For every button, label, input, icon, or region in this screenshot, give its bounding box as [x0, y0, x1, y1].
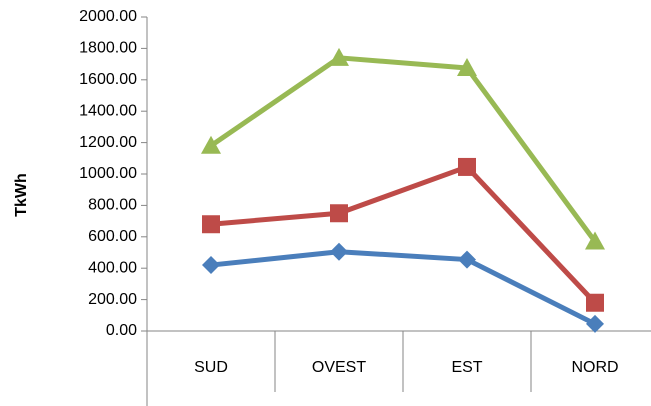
- series-line: [209, 55, 598, 243]
- x-tick-label: EST: [451, 359, 482, 376]
- series-line: [210, 164, 597, 305]
- marker: [585, 231, 605, 250]
- y-tick-label: 0.00: [106, 322, 137, 339]
- y-axis-title: TkWh: [13, 173, 30, 217]
- y-tick-label: 800.00: [88, 197, 137, 214]
- marker: [329, 47, 349, 66]
- y-tick-label: 1200.00: [79, 134, 137, 151]
- x-tick-label: SUD: [194, 359, 228, 376]
- marker: [586, 293, 604, 312]
- marker: [458, 250, 476, 269]
- y-tick-label: 600.00: [88, 228, 137, 245]
- y-tick-label: 400.00: [88, 259, 137, 276]
- y-tick-label: 2000.00: [79, 8, 137, 25]
- y-tick-label: 1000.00: [79, 165, 137, 182]
- marker: [330, 242, 348, 261]
- series-line: [210, 249, 597, 327]
- x-tick-label: NORD: [571, 359, 618, 376]
- x-tick-label: OVEST: [312, 359, 366, 376]
- marker: [202, 215, 220, 234]
- y-tick-label: 1400.00: [79, 102, 137, 119]
- y-tick-label: 200.00: [88, 291, 137, 308]
- marker: [201, 135, 221, 154]
- marker: [586, 314, 604, 333]
- y-tick-label: 1800.00: [79, 40, 137, 57]
- marker: [458, 157, 476, 176]
- marker: [330, 204, 348, 223]
- marker: [202, 256, 220, 275]
- marker: [457, 58, 477, 77]
- y-tick-label: 1600.00: [79, 71, 137, 88]
